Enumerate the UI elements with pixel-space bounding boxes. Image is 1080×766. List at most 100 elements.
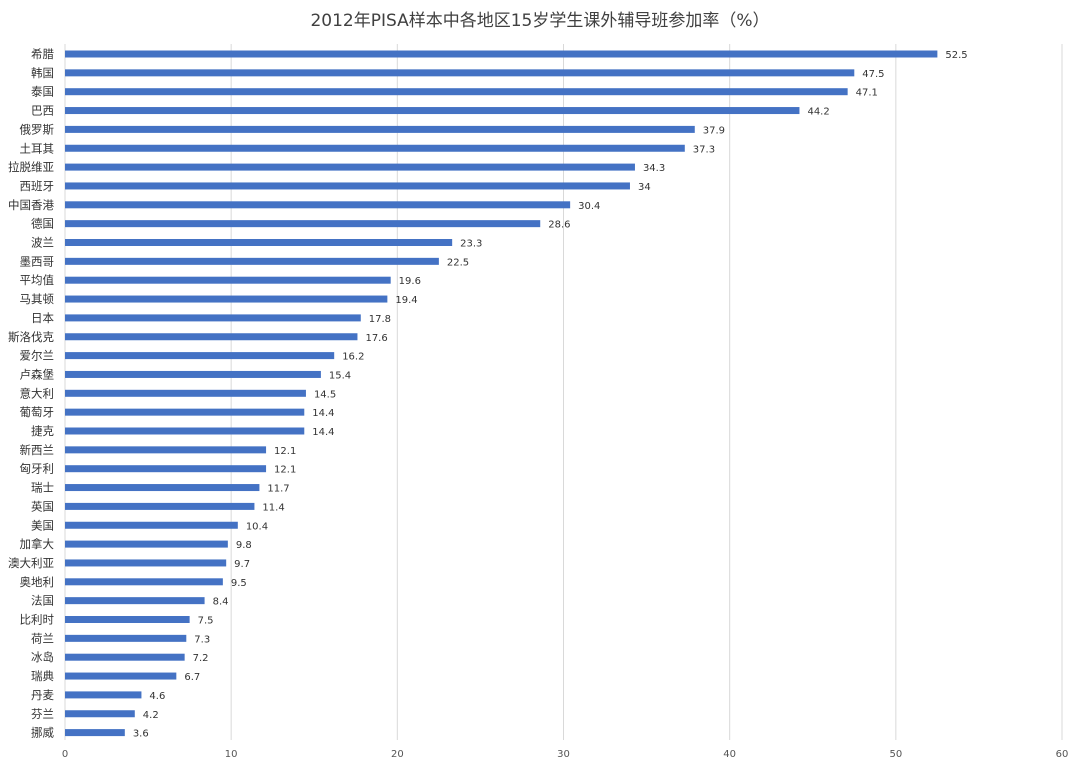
- bar: [65, 163, 635, 171]
- value-label: 6.7: [184, 672, 200, 683]
- bar: [65, 446, 267, 454]
- value-label: 19.6: [399, 276, 421, 287]
- bar: [65, 276, 391, 284]
- bar: [65, 314, 361, 322]
- value-label: 9.7: [234, 559, 250, 570]
- value-label: 44.2: [807, 107, 829, 118]
- bar: [65, 710, 135, 718]
- category-label: 荷兰: [31, 631, 54, 645]
- bar: [65, 653, 185, 661]
- bar: [65, 597, 205, 605]
- category-label: 法国: [31, 594, 54, 608]
- value-label: 37.9: [703, 125, 725, 136]
- category-label: 拉脱维亚: [8, 160, 54, 174]
- bar: [65, 370, 321, 378]
- category-label: 挪威: [31, 726, 54, 740]
- category-label: 马其顿: [20, 292, 55, 306]
- bar: [65, 144, 685, 152]
- bar: [65, 484, 260, 492]
- value-label: 7.3: [194, 634, 210, 645]
- value-label: 14.4: [312, 427, 334, 438]
- value-label: 12.1: [274, 446, 296, 457]
- category-label: 意大利: [20, 386, 55, 400]
- value-label: 28.6: [548, 220, 570, 231]
- value-label: 34.3: [643, 163, 665, 174]
- value-label: 11.7: [267, 484, 289, 495]
- value-label: 22.5: [447, 257, 469, 268]
- category-label: 澳大利亚: [8, 556, 54, 570]
- bar: [65, 465, 267, 473]
- bar: [65, 257, 439, 265]
- bar: [65, 220, 541, 228]
- value-label: 47.5: [862, 69, 884, 80]
- value-label: 7.5: [198, 616, 214, 627]
- category-label: 日本: [31, 311, 54, 325]
- category-label: 新西兰: [20, 443, 55, 457]
- value-label: 9.5: [231, 578, 247, 589]
- value-label: 23.3: [460, 239, 482, 250]
- bar: [65, 408, 305, 416]
- bar: [65, 88, 848, 96]
- category-label: 加拿大: [20, 537, 55, 551]
- value-label: 14.5: [314, 389, 336, 400]
- category-label: 墨西哥: [20, 254, 55, 268]
- category-label: 土耳其: [20, 141, 55, 155]
- bar: [65, 69, 855, 77]
- category-label: 奥地利: [20, 575, 55, 589]
- bar: [65, 502, 255, 510]
- category-label: 比利时: [20, 613, 55, 627]
- bar: [65, 389, 306, 397]
- category-label: 美国: [31, 518, 54, 532]
- bar: [65, 239, 453, 246]
- category-label: 芬兰: [31, 707, 54, 721]
- bar: [65, 691, 142, 699]
- value-label: 19.4: [395, 295, 417, 306]
- bar: [65, 578, 223, 586]
- x-tick-label: 0: [62, 749, 68, 760]
- x-tick-label: 20: [391, 749, 404, 760]
- bar: [65, 634, 187, 642]
- category-label: 卢森堡: [20, 367, 55, 381]
- bar: [65, 672, 177, 680]
- category-label: 平均值: [20, 273, 55, 287]
- x-tick-label: 10: [225, 749, 238, 760]
- category-label: 波兰: [31, 236, 54, 250]
- value-label: 16.2: [342, 352, 364, 363]
- value-label: 17.6: [365, 333, 387, 344]
- x-tick-label: 60: [1056, 749, 1069, 760]
- category-label: 德国: [31, 217, 54, 231]
- category-label: 瑞士: [31, 481, 54, 495]
- value-label: 12.1: [274, 465, 296, 476]
- value-label: 17.8: [369, 314, 391, 325]
- value-label: 47.1: [856, 88, 878, 99]
- category-label: 韩国: [31, 66, 54, 80]
- value-label: 9.8: [236, 540, 252, 551]
- bar: [65, 107, 800, 115]
- bar: [65, 559, 227, 567]
- value-label: 14.4: [312, 408, 334, 419]
- value-label: 34: [638, 182, 651, 193]
- x-tick-label: 30: [557, 749, 570, 760]
- category-label: 俄罗斯: [20, 122, 55, 136]
- x-tick-label: 50: [889, 749, 902, 760]
- value-label: 8.4: [213, 597, 229, 608]
- bar: [65, 50, 938, 58]
- category-label: 中国香港: [8, 198, 54, 212]
- value-label: 11.4: [262, 502, 284, 513]
- bar: [65, 201, 571, 209]
- category-label: 爱尔兰: [20, 349, 55, 363]
- bar: [65, 729, 125, 737]
- value-label: 52.5: [945, 50, 967, 61]
- value-label: 4.6: [149, 691, 165, 702]
- category-label: 葡萄牙: [20, 405, 55, 419]
- category-label: 捷克: [31, 424, 54, 438]
- category-label: 冰岛: [31, 650, 54, 664]
- bar: [65, 333, 358, 341]
- bar: [65, 616, 190, 623]
- category-label: 英国: [31, 499, 54, 513]
- value-label: 30.4: [578, 201, 600, 212]
- category-label: 瑞典: [31, 669, 54, 683]
- value-label: 7.2: [193, 653, 209, 664]
- category-label: 泰国: [31, 85, 54, 99]
